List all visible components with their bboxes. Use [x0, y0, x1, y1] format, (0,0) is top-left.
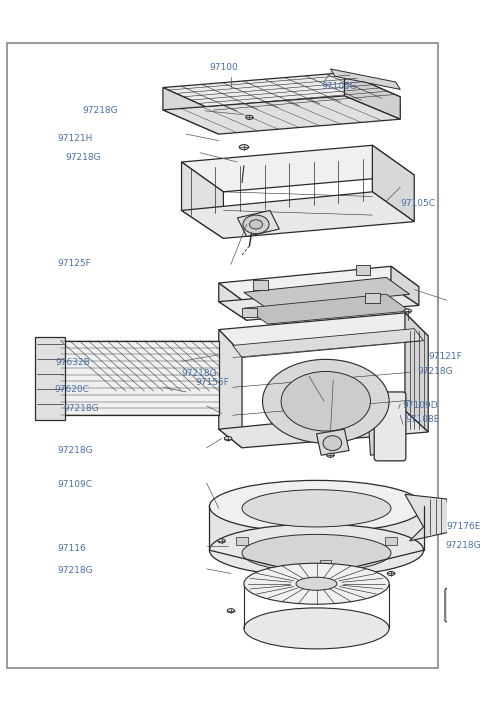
Polygon shape — [219, 313, 428, 354]
Text: 97121H: 97121H — [58, 134, 93, 143]
Polygon shape — [238, 211, 279, 237]
Polygon shape — [163, 88, 219, 134]
Polygon shape — [219, 330, 242, 448]
Text: 97218G: 97218G — [445, 541, 480, 550]
Polygon shape — [60, 340, 219, 415]
Polygon shape — [219, 266, 419, 303]
Polygon shape — [368, 408, 389, 456]
Polygon shape — [181, 192, 414, 239]
Ellipse shape — [296, 577, 337, 590]
Ellipse shape — [250, 220, 263, 229]
Text: 97116: 97116 — [58, 543, 86, 552]
Polygon shape — [219, 283, 247, 320]
Polygon shape — [244, 294, 409, 324]
Text: 97109C: 97109C — [58, 480, 93, 489]
FancyBboxPatch shape — [374, 392, 406, 461]
Text: 97109D: 97109D — [402, 402, 438, 410]
Polygon shape — [391, 266, 419, 305]
Text: 97218G: 97218G — [58, 566, 93, 575]
Polygon shape — [356, 265, 371, 274]
Ellipse shape — [239, 145, 249, 150]
Text: 97121F: 97121F — [428, 352, 462, 361]
Ellipse shape — [387, 571, 395, 576]
Polygon shape — [36, 337, 65, 420]
Polygon shape — [219, 287, 419, 320]
Ellipse shape — [242, 490, 391, 527]
Text: 97108E: 97108E — [405, 415, 439, 424]
Polygon shape — [320, 560, 331, 568]
Text: 97218G: 97218G — [181, 369, 217, 378]
Text: 97218G: 97218G — [63, 404, 99, 413]
Text: 97632B: 97632B — [56, 357, 91, 366]
Ellipse shape — [327, 453, 334, 457]
Text: 97105G: 97105G — [321, 82, 357, 91]
Polygon shape — [253, 280, 268, 289]
Ellipse shape — [244, 608, 389, 649]
Polygon shape — [237, 537, 248, 545]
Ellipse shape — [323, 436, 342, 451]
Ellipse shape — [242, 534, 391, 571]
Polygon shape — [244, 277, 409, 309]
Text: 97218G: 97218G — [82, 106, 118, 115]
Polygon shape — [233, 329, 423, 357]
Ellipse shape — [281, 371, 371, 431]
Ellipse shape — [263, 359, 389, 443]
Polygon shape — [330, 69, 400, 89]
Polygon shape — [181, 145, 414, 192]
FancyBboxPatch shape — [445, 588, 480, 622]
Polygon shape — [163, 73, 400, 113]
Polygon shape — [345, 73, 400, 119]
Polygon shape — [385, 537, 396, 545]
Text: 97176E: 97176E — [447, 522, 480, 531]
Text: 97218G: 97218G — [417, 367, 453, 376]
Text: 97155F: 97155F — [195, 378, 229, 387]
Text: 97100: 97100 — [209, 63, 238, 72]
Ellipse shape — [243, 215, 269, 234]
Ellipse shape — [218, 539, 225, 543]
Polygon shape — [316, 429, 349, 456]
Polygon shape — [181, 162, 223, 239]
Text: 97105C: 97105C — [400, 199, 435, 208]
Ellipse shape — [209, 480, 423, 533]
Polygon shape — [219, 411, 428, 448]
Ellipse shape — [244, 563, 389, 604]
Polygon shape — [405, 494, 452, 541]
Text: 97218G: 97218G — [65, 153, 101, 161]
Ellipse shape — [404, 309, 411, 313]
Text: 97620C: 97620C — [54, 385, 89, 395]
Polygon shape — [365, 293, 380, 303]
Polygon shape — [209, 506, 316, 576]
Ellipse shape — [246, 115, 253, 119]
Text: 97125F: 97125F — [58, 259, 92, 268]
Polygon shape — [316, 506, 423, 576]
Polygon shape — [372, 145, 414, 222]
Text: 97218G: 97218G — [58, 446, 93, 455]
Ellipse shape — [227, 609, 235, 613]
Polygon shape — [163, 96, 400, 134]
Ellipse shape — [479, 629, 480, 633]
Polygon shape — [405, 313, 428, 432]
Polygon shape — [242, 308, 257, 317]
Ellipse shape — [209, 524, 423, 576]
Ellipse shape — [224, 437, 232, 441]
